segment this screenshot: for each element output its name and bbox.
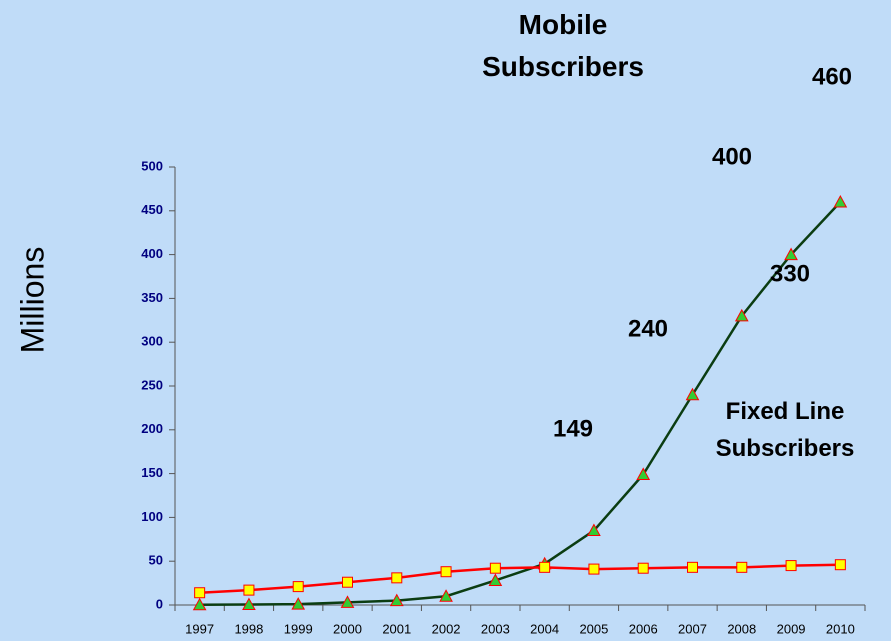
- y-tick-label: 300: [141, 334, 163, 349]
- triangle-marker: [291, 597, 306, 610]
- data-label: 400: [712, 143, 752, 170]
- x-tick-label: 2000: [333, 621, 362, 636]
- data-label: 149: [553, 415, 593, 442]
- data-label: 240: [628, 315, 668, 342]
- y-tick-label: 500: [141, 158, 163, 173]
- square-marker: [489, 562, 501, 574]
- triangle-marker: [439, 589, 453, 602]
- series-line: [199, 201, 842, 606]
- square-marker: [243, 584, 255, 596]
- x-tick-label: 2006: [629, 621, 658, 636]
- triangle-marker: [192, 597, 207, 611]
- triangle-marker: [685, 387, 700, 401]
- series-line: [199, 563, 841, 594]
- y-tick-label: 250: [141, 377, 163, 392]
- x-tick-label: 2007: [678, 621, 707, 636]
- data-label: 460: [812, 63, 852, 90]
- square-marker: [785, 560, 797, 572]
- x-tick-label: 1998: [234, 621, 263, 636]
- square-marker: [292, 581, 304, 593]
- triangle-marker: [636, 467, 651, 480]
- square-marker: [539, 561, 551, 573]
- y-tick-label: 50: [149, 553, 163, 568]
- square-marker: [834, 559, 846, 571]
- square-marker: [391, 572, 403, 584]
- data-label: 330: [770, 260, 810, 287]
- x-tick-label: 2003: [481, 621, 510, 636]
- x-tick-label: 2005: [579, 621, 608, 636]
- triangle-marker: [784, 247, 798, 261]
- x-tick-label: 2010: [826, 621, 855, 636]
- y-tick-label: 450: [141, 202, 163, 217]
- square-marker: [194, 587, 206, 599]
- y-tick-label: 100: [141, 509, 163, 524]
- y-tick-label: 200: [141, 421, 163, 436]
- x-tick-label: 2001: [382, 621, 411, 636]
- square-marker: [687, 561, 698, 573]
- mobile-annotation: Mobile Subscribers: [482, 9, 644, 82]
- triangle-marker: [734, 308, 749, 322]
- fixed-annotation: Fixed Line Subscribers: [715, 398, 855, 463]
- y-axis-label: Millions: [14, 247, 50, 354]
- square-marker: [588, 563, 600, 575]
- x-tick-label: 2009: [777, 621, 806, 636]
- y-tick-label: 350: [141, 290, 163, 305]
- square-marker: [637, 562, 649, 574]
- x-tick-label: 2002: [432, 621, 461, 636]
- triangle-marker: [340, 595, 355, 608]
- y-tick-label: 0: [156, 596, 163, 611]
- triangle-marker: [242, 597, 256, 611]
- x-tick-label: 2004: [530, 621, 559, 636]
- x-tick-label: 1999: [284, 621, 313, 636]
- x-tick-label: 1997: [185, 621, 214, 636]
- triangle-marker: [587, 523, 601, 537]
- triangle-marker: [389, 593, 404, 607]
- triangle-marker: [833, 194, 848, 208]
- square-marker: [342, 576, 353, 588]
- y-tick-label: 150: [141, 465, 163, 480]
- square-marker: [736, 561, 748, 573]
- y-tick-label: 400: [141, 246, 163, 261]
- triangle-marker: [488, 573, 503, 586]
- square-marker: [440, 566, 452, 578]
- x-tick-label: 2008: [727, 621, 756, 636]
